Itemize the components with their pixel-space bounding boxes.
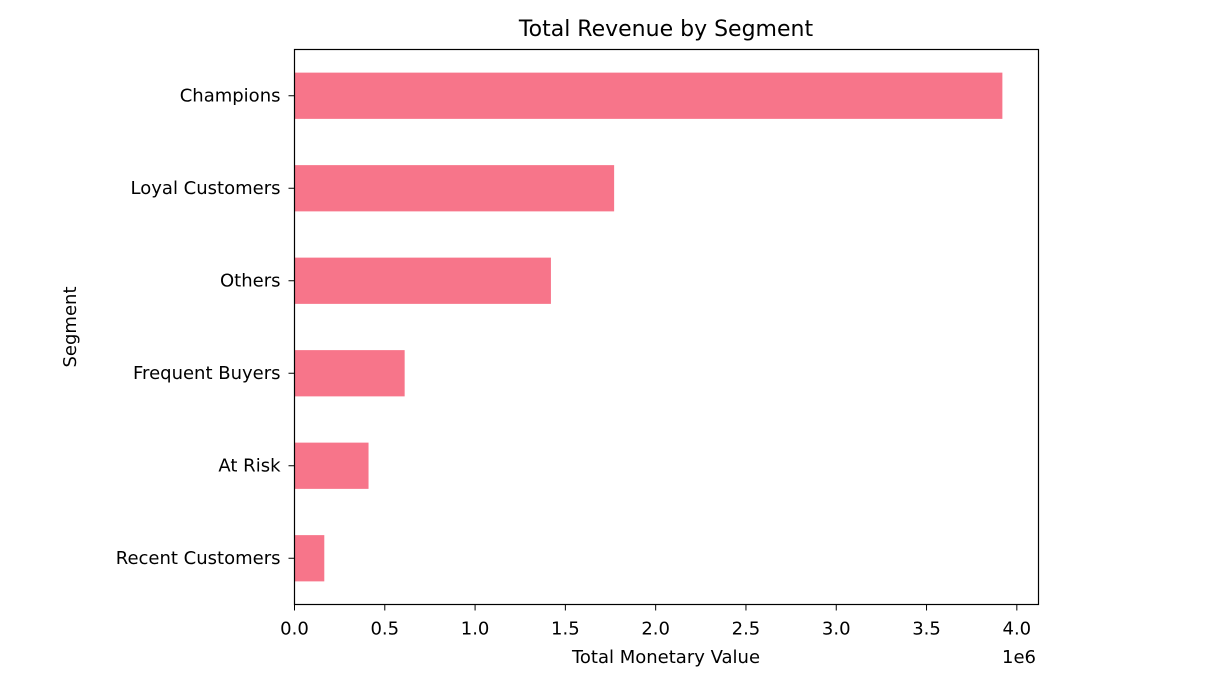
x-tick-label: 3.5 bbox=[912, 619, 941, 640]
bar-at-risk bbox=[294, 442, 369, 489]
bar-recent-customers bbox=[294, 535, 325, 582]
y-axis-label: Segment bbox=[60, 287, 81, 368]
bar-others bbox=[294, 257, 551, 304]
y-tick-label: Loyal Customers bbox=[131, 178, 281, 199]
x-tick-label: 2.5 bbox=[732, 619, 761, 640]
x-tick-label: 0.0 bbox=[280, 619, 309, 640]
y-tick-label: Frequent Buyers bbox=[133, 363, 280, 384]
bars-group bbox=[294, 72, 1003, 582]
x-axis-offset-label: 1e6 bbox=[1002, 647, 1036, 668]
y-axis-ticks: Champions Loyal Customers Others Frequent B… bbox=[116, 85, 295, 569]
x-axis-label: Total Monetary Value bbox=[571, 647, 760, 668]
y-tick-label: Others bbox=[220, 270, 281, 291]
x-tick-label: 2.0 bbox=[641, 619, 670, 640]
bar-loyal-customers bbox=[294, 165, 615, 212]
y-tick-label: Recent Customers bbox=[116, 548, 281, 569]
x-tick-label: 3.0 bbox=[822, 619, 851, 640]
y-tick-label: Champions bbox=[180, 85, 281, 106]
bar-frequent-buyers bbox=[294, 350, 405, 397]
plot-frame bbox=[293, 48, 1040, 606]
chart-title: Total Revenue by Segment bbox=[518, 17, 814, 42]
x-tick-label: 1.0 bbox=[461, 619, 490, 640]
y-tick-label: At Risk bbox=[218, 455, 281, 476]
x-tick-label: 0.5 bbox=[370, 619, 399, 640]
x-tick-label: 1.5 bbox=[551, 619, 580, 640]
x-axis-ticks: 0.0 0.5 1.0 1.5 2.0 2.5 3.0 3.5 4.0 bbox=[280, 604, 1032, 640]
bar-champions bbox=[294, 72, 1003, 119]
x-tick-label: 4.0 bbox=[1003, 619, 1032, 640]
